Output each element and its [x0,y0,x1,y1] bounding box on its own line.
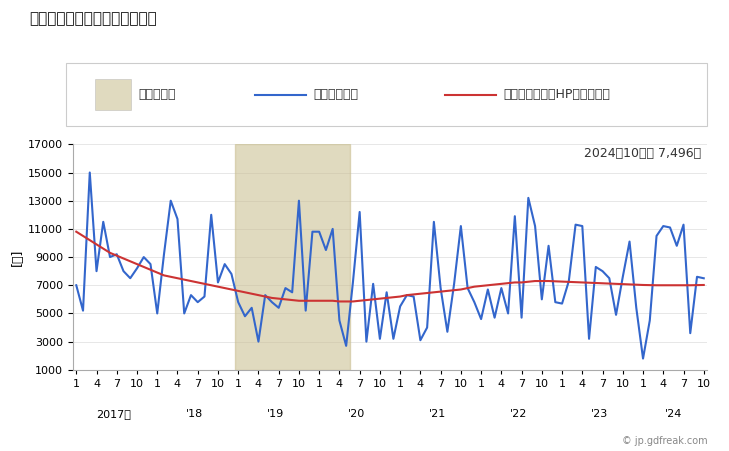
Y-axis label: [㎡]: [㎡] [11,249,24,266]
Text: 2024年10月： 7,496㎡: 2024年10月： 7,496㎡ [584,147,701,160]
Text: 貸家の床面積（HPフィルタ）: 貸家の床面積（HPフィルタ） [503,88,610,101]
Text: '18: '18 [186,409,203,419]
Text: '22: '22 [510,409,527,419]
Bar [235,144,349,370]
Text: 貸家の床面積: 貸家の床面積 [313,88,359,101]
Text: 奈良県の貸家の新設着工床面積: 奈良県の貸家の新設着工床面積 [29,11,157,26]
Text: '20: '20 [348,409,365,419]
Text: 景気後退期: 景気後退期 [139,88,176,101]
Text: '19: '19 [267,409,284,419]
Text: '23: '23 [590,409,608,419]
Text: © jp.gdfreak.com: © jp.gdfreak.com [622,437,707,446]
Text: 2017年: 2017年 [96,409,130,419]
Text: '24: '24 [665,409,682,419]
Text: '21: '21 [429,409,446,419]
